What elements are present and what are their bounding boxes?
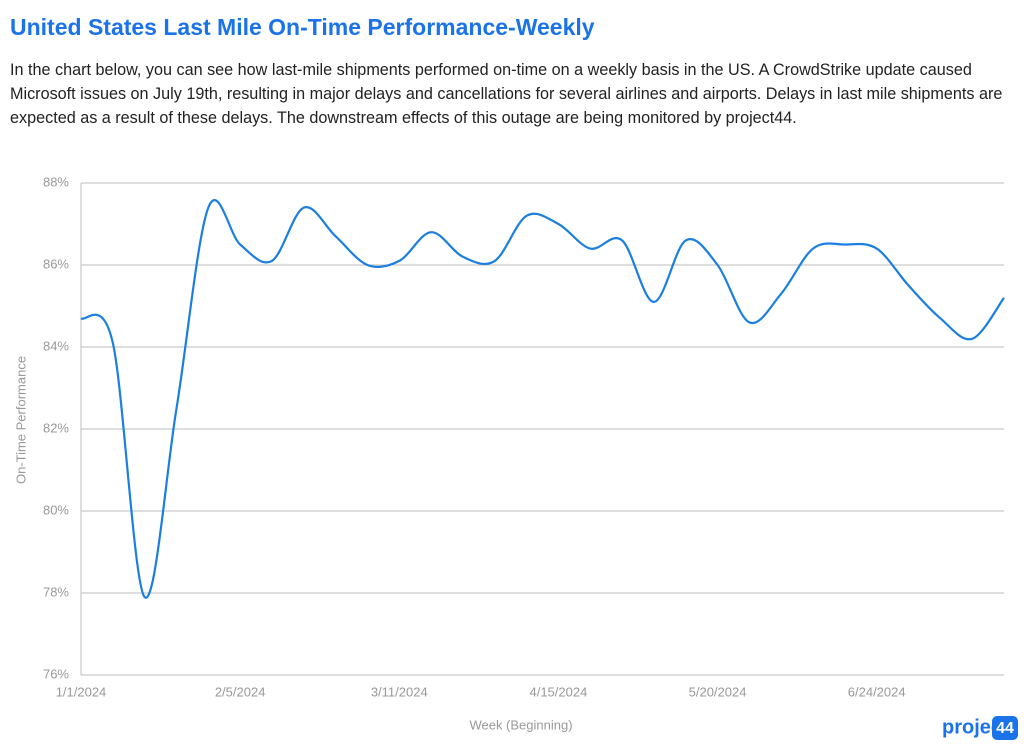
y-tick-label: 84% (43, 338, 69, 353)
data-line (80, 198, 1005, 599)
y-tick-label: 76% (43, 666, 69, 681)
y-tick-label: 86% (43, 256, 69, 271)
logo-badge-text: 44 (996, 720, 1014, 737)
x-tick-label: 1/1/2024 (56, 684, 107, 699)
x-axis-label: Week (Beginning) (469, 717, 572, 732)
y-tick-label: 78% (43, 584, 69, 599)
x-tick-label: 2/5/2024 (215, 684, 266, 699)
x-tick-label: 6/24/2024 (848, 684, 906, 699)
x-tick-label: 5/20/2024 (689, 684, 747, 699)
y-tick-label: 82% (43, 420, 69, 435)
y-tick-label: 88% (43, 174, 69, 189)
x-tick-label: 4/15/2024 (529, 684, 587, 699)
logo-badge (992, 716, 1018, 740)
y-tick-label: 80% (43, 502, 69, 517)
description: In the chart below, you can see how last… (10, 61, 1003, 127)
y-axis-label: On-Time Performance (13, 356, 28, 484)
x-tick-label: 3/11/2024 (371, 684, 428, 699)
title: United States Last Mile On-Time Performa… (10, 14, 595, 40)
